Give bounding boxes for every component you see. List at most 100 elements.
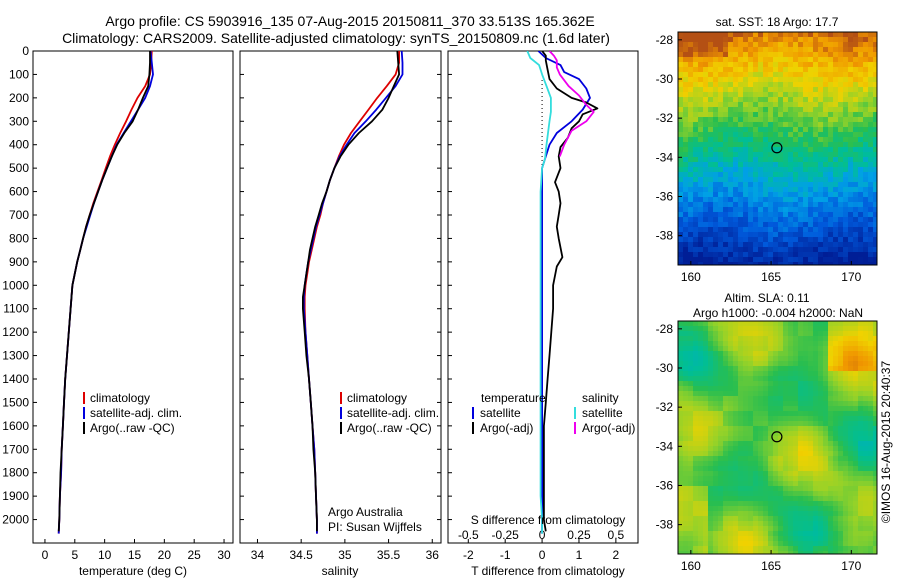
heatmap-cell [758, 371, 764, 377]
heatmap-cell [868, 122, 874, 128]
heatmap-cell [798, 436, 804, 442]
heatmap-cell [688, 511, 694, 517]
heatmap-cell [858, 326, 864, 332]
heatmap-cell [763, 441, 769, 447]
heatmap-cell [728, 197, 734, 203]
heatmap-cell [703, 67, 709, 73]
heatmap-cell [683, 82, 689, 88]
heatmap-cell [718, 47, 724, 53]
heatmap-cell [688, 341, 694, 347]
heatmap-cell [773, 531, 779, 537]
heatmap-cell [793, 242, 799, 248]
heatmap-cell [853, 257, 859, 263]
heatmap-cell [848, 431, 854, 437]
heatmap-cell [708, 202, 714, 208]
heatmap-cell [748, 67, 754, 73]
heatmap-cell [728, 82, 734, 88]
heatmap-cell [713, 197, 719, 203]
heatmap-cell [798, 376, 804, 382]
heatmap-cell [773, 247, 779, 253]
heatmap-cell [818, 416, 824, 422]
heatmap-cell [808, 356, 814, 362]
heatmap-cell [823, 257, 829, 263]
heatmap-cell [853, 42, 859, 48]
heatmap-cell [848, 82, 854, 88]
heatmap-cell [738, 47, 744, 53]
heatmap-cell [773, 202, 779, 208]
heatmap-cell [818, 152, 824, 158]
heatmap-cell [853, 471, 859, 477]
heatmap-cell [813, 476, 819, 482]
heatmap-cell [693, 127, 699, 133]
heatmap-cell [873, 491, 877, 497]
heatmap-cell [698, 526, 704, 532]
heatmap-cell [743, 77, 749, 83]
heatmap-cell [768, 481, 774, 487]
heatmap-cell [758, 496, 764, 502]
heatmap-cell [733, 87, 739, 93]
heatmap-cell [848, 257, 854, 263]
heatmap-cell [688, 72, 694, 78]
heatmap-cell [793, 197, 799, 203]
heatmap-cell [713, 346, 719, 352]
heatmap-cell [703, 456, 709, 462]
heatmap-cell [783, 237, 789, 243]
heatmap-cell [763, 541, 769, 547]
heatmap-cell [823, 107, 829, 113]
heatmap-cell [688, 446, 694, 452]
heatmap-cell [858, 57, 864, 63]
heatmap-cell [763, 177, 769, 183]
heatmap-cell [853, 401, 859, 407]
heatmap-cell [873, 137, 877, 143]
heatmap-cell [808, 361, 814, 367]
heatmap-cell [873, 92, 877, 98]
heatmap-cell [793, 546, 799, 552]
heatmap-cell [688, 326, 694, 332]
heatmap-cell [738, 531, 744, 537]
heatmap-cell [768, 331, 774, 337]
heatmap-cell [863, 37, 869, 43]
heatmap-cell [718, 536, 724, 542]
heatmap-cell [688, 461, 694, 467]
heatmap-cell [848, 416, 854, 422]
heatmap-cell [858, 541, 864, 547]
heatmap-cell [773, 431, 779, 437]
heatmap-cell [693, 471, 699, 477]
heatmap-cell [793, 82, 799, 88]
heatmap-cell [813, 481, 819, 487]
heatmap-cell [768, 321, 774, 327]
heatmap-cell [868, 356, 874, 362]
heatmap-cell [803, 57, 809, 63]
argo-australia-credit: Argo Australia [328, 505, 403, 519]
heatmap-cell [798, 351, 804, 357]
heatmap-cell [708, 341, 714, 347]
heatmap-cell [753, 546, 759, 552]
heatmap-cell [698, 207, 704, 213]
heatmap-cell [818, 451, 824, 457]
heatmap-cell [678, 197, 684, 203]
heatmap-cell [753, 77, 759, 83]
heatmap-cell [753, 551, 759, 554]
heatmap-cell [783, 536, 789, 542]
heatmap-cell [808, 37, 814, 43]
heatmap-cell [778, 107, 784, 113]
heatmap-cell [678, 47, 684, 53]
heatmap-cell [738, 172, 744, 178]
heatmap-cell [683, 511, 689, 517]
heatmap-cell [823, 551, 829, 554]
heatmap-cell [803, 551, 809, 554]
heatmap-cell [758, 336, 764, 342]
heatmap-cell [723, 356, 729, 362]
heatmap-cell [838, 157, 844, 163]
sst-heatmap [678, 32, 877, 265]
heatmap-cell [723, 62, 729, 68]
heatmap-cell [773, 406, 779, 412]
heatmap-cell [723, 122, 729, 128]
heatmap-cell [808, 471, 814, 477]
heatmap-cell [783, 401, 789, 407]
heatmap-cell [783, 112, 789, 118]
heatmap-cell [833, 471, 839, 477]
heatmap-cell [828, 461, 834, 467]
heatmap-cell [858, 391, 864, 397]
heatmap-cell [773, 92, 779, 98]
